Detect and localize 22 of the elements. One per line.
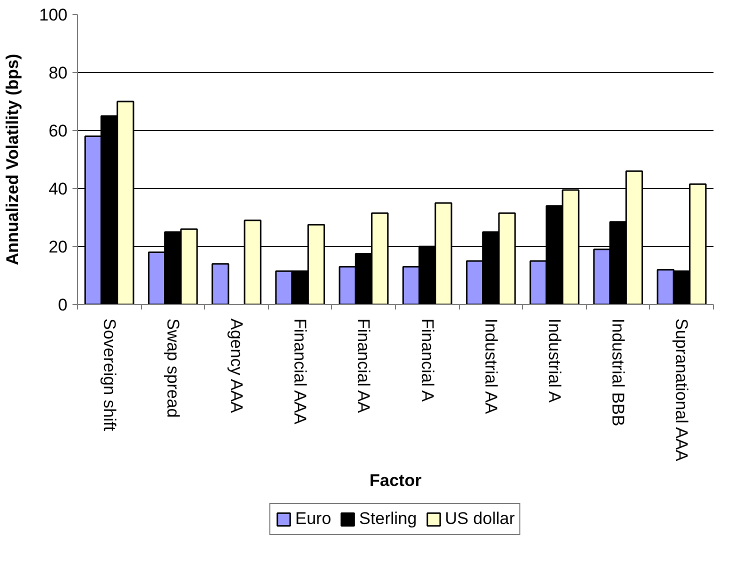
- x-axis-title: Factor: [370, 471, 422, 490]
- y-tick-label: 0: [58, 296, 68, 314]
- x-tick-label: Industrial AA: [481, 318, 500, 415]
- legend-label: Euro: [295, 509, 332, 529]
- x-tick-label: Financial A: [418, 318, 437, 402]
- x-tick-label: Supranational AAA: [672, 318, 692, 462]
- x-tick-label: Sovereign shift: [100, 318, 119, 432]
- bar: [212, 263, 230, 304]
- x-tick-label: Industrial A: [545, 318, 564, 404]
- y-axis-title: Annualized Volatility (bps): [3, 54, 22, 266]
- legend-label: US dollar: [444, 509, 515, 529]
- y-tick-label: 60: [48, 122, 68, 140]
- x-tick-label: Financial AA: [354, 318, 374, 414]
- x-tick-label: Agency AAA: [227, 318, 246, 414]
- x-tick-label: Swap spread: [163, 318, 182, 418]
- legend-label: Sterling: [359, 509, 417, 529]
- y-tick-label: 80: [48, 64, 68, 82]
- y-tick-label: 40: [48, 180, 68, 198]
- y-tick-label: 100: [39, 6, 68, 24]
- x-tick-label: Financial AAA: [290, 318, 310, 425]
- x-tick-label: Industrial BBB: [608, 318, 628, 426]
- y-tick-label: 20: [48, 238, 68, 256]
